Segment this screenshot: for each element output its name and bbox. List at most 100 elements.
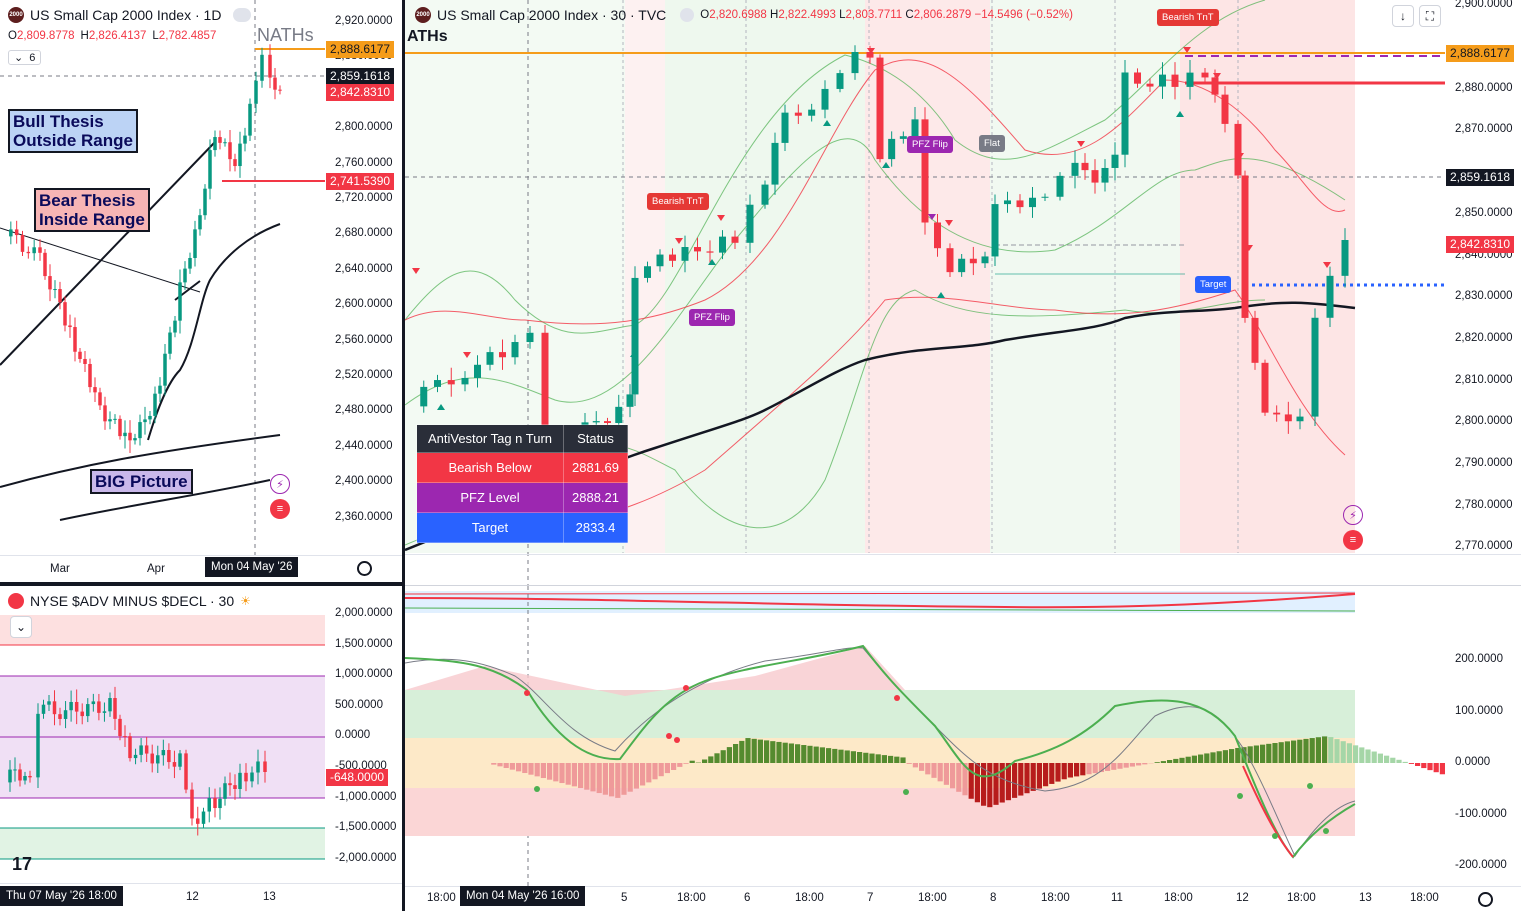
indicators-toggle[interactable]: ⌄ 6	[8, 50, 42, 65]
adv-legend[interactable]: NYSE $ADV MINUS $DECL · 30 ☀	[8, 593, 251, 609]
daily-price-tick: 2,520.0000	[335, 369, 393, 381]
candle	[1241, 175, 1249, 318]
adv-price-tick: 1,000.0000	[335, 668, 393, 681]
candle	[1311, 317, 1319, 417]
us-flag-icon[interactable]: ≡	[1343, 530, 1363, 550]
histogram-bar	[1036, 763, 1042, 789]
candle	[168, 332, 172, 354]
histogram-bar	[565, 763, 571, 785]
candle	[184, 753, 188, 790]
histogram-bar	[1179, 757, 1185, 763]
main-horizontal-divider[interactable]	[405, 585, 1521, 586]
histogram-bar	[788, 743, 794, 763]
fullscreen-button[interactable]: ⛶	[1419, 5, 1441, 27]
adv-title[interactable]: NYSE $ADV MINUS $DECL · 30	[30, 593, 235, 609]
candle	[123, 736, 127, 738]
histogram-bar	[1049, 763, 1055, 784]
histogram-bar	[782, 742, 788, 763]
histogram-bar	[1018, 763, 1024, 796]
osc-tick: 0.0000	[1455, 756, 1491, 768]
eye-icon[interactable]	[233, 8, 252, 22]
daily-legend[interactable]: 2000 US Small Cap 2000 Index · 1D	[8, 7, 252, 23]
candle	[876, 57, 884, 160]
candle	[138, 422, 142, 439]
histogram-bar	[1204, 753, 1210, 763]
osc-tick: -200.0000	[1455, 859, 1507, 871]
candle	[969, 258, 977, 264]
main-legend[interactable]: 2000 US Small Cap 2000 Index · 30 · TVC …	[415, 7, 1073, 23]
candle	[150, 753, 154, 764]
symbol-logo-icon: 2000	[8, 7, 24, 23]
adv-decl-pane[interactable]: NYSE $ADV MINUS $DECL · 30 ☀ ⌄ 2,000.000…	[0, 586, 402, 911]
histogram-bar	[621, 763, 627, 795]
main-chart-pane[interactable]: 2000 US Small Cap 2000 Index · 30 · TVC …	[405, 0, 1521, 585]
candle	[118, 418, 122, 437]
table-cell-label: Bearish Below	[416, 452, 564, 483]
candle	[254, 80, 258, 104]
signal-pfz-flip-2[interactable]: PFZ Flip	[689, 309, 735, 326]
histogram-bar	[1092, 763, 1098, 774]
candle	[83, 358, 87, 365]
candle	[58, 714, 62, 719]
oscillator-pane[interactable]: 200.0000 100.0000 0.0000 -100.0000 -200.0000…	[405, 586, 1521, 911]
daily-chart-pane[interactable]: 2000 US Small Cap 2000 Index · 1D O 2,809…	[0, 0, 402, 582]
histogram-bar	[1322, 736, 1328, 763]
candle	[434, 380, 441, 387]
histogram-bar	[813, 746, 819, 763]
histogram-bar	[1111, 763, 1117, 770]
histogram-bar	[640, 763, 646, 786]
lightning-icon[interactable]: ⚡	[1343, 505, 1363, 525]
signal-target[interactable]: Target	[1195, 276, 1232, 293]
histogram-bar	[1136, 763, 1142, 766]
candle	[851, 52, 859, 74]
daily-price-tick: 2,400.0000	[335, 475, 393, 488]
candle	[201, 811, 206, 824]
histogram-bar	[528, 763, 534, 775]
histogram-bar	[1359, 747, 1365, 763]
scroll-down-button[interactable]: ↓	[1392, 5, 1414, 27]
adv-price-tick: -1,500.0000	[335, 821, 397, 834]
histogram-bar	[1427, 763, 1433, 771]
vertical-divider[interactable]	[402, 0, 405, 911]
histogram-bar	[1390, 757, 1396, 763]
settings-gear-icon[interactable]	[357, 561, 372, 576]
histogram-bar	[894, 756, 900, 763]
signal-pfz-flip-1[interactable]: PFZ Flip	[907, 136, 953, 153]
candle	[198, 215, 202, 230]
lightning-icon[interactable]: ⚡	[270, 474, 290, 494]
candle	[128, 736, 132, 759]
settings-gear-icon[interactable]	[1478, 892, 1493, 907]
daily-crosshair-tag: 2,859.1618	[326, 68, 395, 85]
signal-flat[interactable]: Flat	[979, 135, 1005, 152]
candle	[52, 701, 57, 715]
eye-icon[interactable]	[680, 8, 695, 22]
signal-bearish-tnt[interactable]: Bearish TnT	[647, 193, 709, 210]
candle	[148, 415, 152, 420]
candle	[794, 112, 802, 116]
candle	[108, 698, 112, 712]
candle	[934, 222, 941, 249]
oscillator-canvas[interactable]	[405, 586, 1521, 911]
daily-chart-canvas[interactable]	[0, 0, 402, 582]
sun-icon: ☀	[240, 594, 251, 608]
candle	[91, 701, 96, 705]
histogram-bar	[987, 763, 993, 808]
histogram-bar	[739, 740, 745, 763]
us-flag-icon[interactable]: ≡	[270, 499, 290, 519]
daily-price-tick: 2,360.0000	[335, 510, 393, 523]
histogram-bar	[1061, 763, 1067, 780]
histogram-bar	[590, 763, 596, 792]
adv-decl-canvas[interactable]	[0, 586, 402, 911]
candle	[233, 159, 237, 167]
candle	[1111, 154, 1119, 168]
daily-symbol-title[interactable]: US Small Cap 2000 Index · 1D	[30, 7, 222, 23]
signal-bearish-tnt-top[interactable]: Bearish TnT	[1157, 9, 1219, 26]
main-chart-canvas[interactable]	[405, 0, 1521, 585]
symbol-logo-icon: 2000	[415, 7, 431, 23]
main-symbol-title[interactable]: US Small Cap 2000 Index · 30 · TVC	[437, 7, 667, 23]
candle	[133, 438, 137, 441]
left-horizontal-divider[interactable]	[0, 582, 402, 586]
ohlc-high-key: H	[770, 9, 779, 21]
adv-last-tag: -648.0000	[326, 769, 389, 786]
adv-collapse-button[interactable]: ⌄	[10, 616, 32, 638]
